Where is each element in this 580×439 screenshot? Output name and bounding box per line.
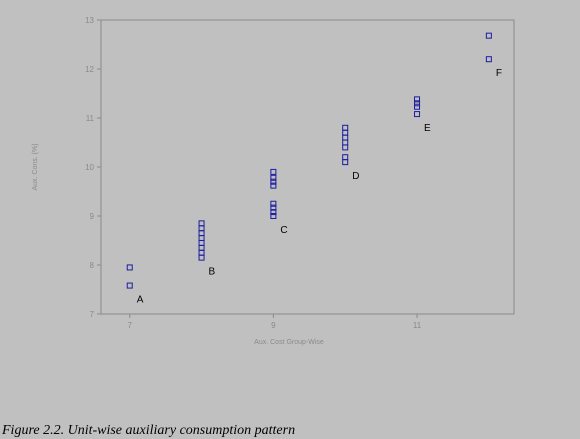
y-tick-label: 13 xyxy=(85,16,94,25)
y-tick-label: 7 xyxy=(90,310,95,319)
group-label: E xyxy=(424,123,431,134)
x-tick-label: 11 xyxy=(413,321,422,330)
data-point xyxy=(198,235,205,242)
group-label: F xyxy=(496,68,502,79)
y-tick-label: 9 xyxy=(90,212,95,221)
data-point xyxy=(270,209,277,216)
data-point xyxy=(342,124,349,131)
data-point xyxy=(270,213,277,219)
y-tick-label: 10 xyxy=(85,163,94,172)
data-points xyxy=(126,32,492,289)
data-point xyxy=(342,139,349,146)
data-point xyxy=(342,129,349,136)
figure-caption: Figure 2.2. Unit-wise auxiliary consumpt… xyxy=(2,423,296,438)
y-tick-label: 8 xyxy=(90,261,95,270)
data-point xyxy=(485,56,492,63)
data-point xyxy=(198,230,205,237)
data-point xyxy=(198,220,205,227)
plot-frame xyxy=(100,19,515,315)
group-label: C xyxy=(280,225,287,236)
data-point xyxy=(198,239,205,246)
data-point xyxy=(270,178,277,185)
data-point xyxy=(414,103,421,110)
data-point xyxy=(270,204,277,211)
data-point xyxy=(270,168,277,175)
x-tick-label: 9 xyxy=(271,321,276,330)
data-point xyxy=(198,249,205,256)
data-point xyxy=(198,254,205,261)
data-point xyxy=(485,32,492,39)
data-point xyxy=(126,264,133,271)
data-point xyxy=(270,200,277,207)
x-tick-label: 7 xyxy=(128,321,133,330)
x-axis-label: Aux. Cost Group-Wise xyxy=(254,339,324,346)
data-point xyxy=(414,96,421,103)
y-tick-label: 12 xyxy=(85,65,94,74)
data-point xyxy=(342,159,349,166)
data-point xyxy=(342,134,349,141)
y-axis-label: Aux. Cons. (%) xyxy=(32,143,39,190)
group-label: D xyxy=(352,171,359,182)
data-point xyxy=(126,282,133,289)
data-point xyxy=(342,154,349,161)
y-tick-label: 11 xyxy=(86,114,95,123)
x-axis: 7 9 11 xyxy=(128,314,422,330)
y-axis: 7 8 9 10 11 12 13 xyxy=(85,16,101,319)
group-label: A xyxy=(137,295,144,306)
data-point xyxy=(270,174,277,181)
data-point xyxy=(414,111,421,118)
data-point xyxy=(198,225,205,232)
data-point xyxy=(270,182,277,189)
data-point xyxy=(198,244,205,251)
group-label: B xyxy=(209,267,216,278)
data-point xyxy=(414,100,421,107)
data-point xyxy=(342,144,349,151)
group-labels: A B C D E F xyxy=(137,68,502,305)
